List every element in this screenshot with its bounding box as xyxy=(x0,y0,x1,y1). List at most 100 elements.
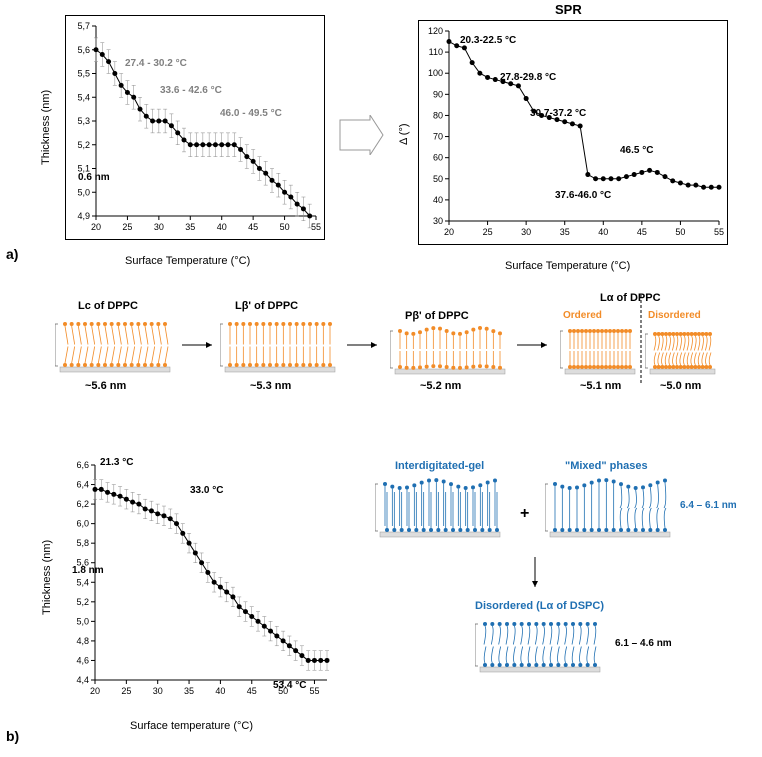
chart-a2-ann3: 30.7-37.2 °C xyxy=(530,108,586,119)
svg-text:50: 50 xyxy=(675,227,685,237)
svg-text:20: 20 xyxy=(91,222,101,232)
chart-a2: 202530354045505530405060708090100110120 xyxy=(418,20,728,245)
svg-text:55: 55 xyxy=(714,227,724,237)
disordered-range: 6.1 – 4.6 nm xyxy=(615,638,672,649)
svg-text:4,6: 4,6 xyxy=(76,655,89,665)
svg-text:25: 25 xyxy=(122,222,132,232)
disordered-dspc-label: Disordered (Lα of DSPC) xyxy=(475,600,604,612)
svg-text:60: 60 xyxy=(433,153,443,163)
panel-b-label: b) xyxy=(6,728,19,744)
down-arrow xyxy=(530,555,540,595)
chart-a1-ann2: 33.6 - 42.6 °C xyxy=(160,85,222,96)
mixed-svg xyxy=(545,478,675,538)
chart-a2-title: SPR xyxy=(555,2,582,17)
phase-lb-thickness: ~5.3 nm xyxy=(250,380,291,392)
svg-text:45: 45 xyxy=(248,222,258,232)
svg-text:25: 25 xyxy=(483,227,493,237)
svg-text:70: 70 xyxy=(433,132,443,142)
svg-text:50: 50 xyxy=(433,174,443,184)
svg-text:5,3: 5,3 xyxy=(77,116,90,126)
chart-b-ann2: 33.0 °C xyxy=(190,485,223,496)
mixed-range: 6.4 – 6.1 nm xyxy=(680,500,737,511)
svg-text:4,4: 4,4 xyxy=(76,675,89,685)
svg-text:5,2: 5,2 xyxy=(77,140,90,150)
phase-pb-svg xyxy=(390,325,510,375)
phase-lc-label: Lc of DPPC xyxy=(78,300,138,312)
chart-b-ylabel: Thickness (nm) xyxy=(41,540,53,615)
svg-text:35: 35 xyxy=(185,222,195,232)
svg-text:5,6: 5,6 xyxy=(77,45,90,55)
svg-text:6,0: 6,0 xyxy=(76,519,89,529)
interdigitated-svg xyxy=(375,478,505,538)
phase-la-label: Lα of DPPC xyxy=(600,292,661,304)
svg-text:5,0: 5,0 xyxy=(76,616,89,626)
svg-text:20: 20 xyxy=(90,686,100,696)
svg-text:5,0: 5,0 xyxy=(77,187,90,197)
phase-la-dis-thick: ~5.0 nm xyxy=(660,380,701,392)
interdigitated-label: Interdigitated-gel xyxy=(395,460,484,472)
svg-text:90: 90 xyxy=(433,89,443,99)
svg-text:30: 30 xyxy=(521,227,531,237)
svg-text:120: 120 xyxy=(428,26,443,36)
chart-a1-ann4: 0.6 nm xyxy=(78,172,110,183)
svg-text:30: 30 xyxy=(153,686,163,696)
chart-b-ann4: 1.8 nm xyxy=(72,565,104,576)
phase-lc-svg xyxy=(55,318,175,373)
svg-text:35: 35 xyxy=(560,227,570,237)
phase-lc-thickness: ~5.6 nm xyxy=(85,380,126,392)
phase-la-disordered-svg xyxy=(645,328,720,375)
svg-text:35: 35 xyxy=(184,686,194,696)
phase-pb-thickness: ~5.2 nm xyxy=(420,380,461,392)
svg-text:25: 25 xyxy=(121,686,131,696)
svg-text:5,2: 5,2 xyxy=(76,597,89,607)
ordered-label: Ordered xyxy=(563,310,602,321)
chart-a1-xlabel: Surface Temperature (°C) xyxy=(125,255,250,267)
phase-lb-svg xyxy=(220,318,340,373)
svg-text:4,8: 4,8 xyxy=(76,636,89,646)
svg-text:110: 110 xyxy=(429,47,443,57)
phase-pb-label: Pβ' of DPPC xyxy=(405,310,469,322)
svg-text:6,6: 6,6 xyxy=(76,460,89,470)
svg-text:5,7: 5,7 xyxy=(77,21,90,31)
arrow-2 xyxy=(345,340,385,350)
disordered-label: Disordered xyxy=(648,310,701,321)
svg-text:5,4: 5,4 xyxy=(77,92,90,102)
chart-b-ann3: 53.4 °C xyxy=(273,680,306,691)
svg-text:40: 40 xyxy=(215,686,225,696)
mixed-label: "Mixed" phases xyxy=(565,460,648,472)
chart-a2-ann2: 27.8-29.8 °C xyxy=(500,72,556,83)
phase-lb-label: Lβ' of DPPC xyxy=(235,300,298,312)
svg-text:55: 55 xyxy=(311,222,321,232)
svg-text:30: 30 xyxy=(154,222,164,232)
svg-text:80: 80 xyxy=(433,110,443,120)
svg-text:40: 40 xyxy=(598,227,608,237)
chart-a2-ann1: 20.3-22.5 °C xyxy=(460,35,516,46)
chart-a1-svg: 20253035404550554,95,05,15,25,35,45,55,6… xyxy=(66,16,326,241)
svg-text:5,8: 5,8 xyxy=(76,538,89,548)
svg-text:5,5: 5,5 xyxy=(77,69,90,79)
svg-text:6,2: 6,2 xyxy=(76,499,89,509)
svg-text:4,9: 4,9 xyxy=(77,211,90,221)
chart-a1-ylabel: Thickness (nm) xyxy=(40,90,52,165)
chart-a2-xlabel: Surface Temperature (°C) xyxy=(505,260,630,272)
svg-text:5,4: 5,4 xyxy=(76,577,89,587)
svg-text:55: 55 xyxy=(309,686,319,696)
dashed-divider xyxy=(640,295,642,385)
connecting-arrow xyxy=(335,115,385,155)
chart-a2-ann4: 46.5 °C xyxy=(620,145,653,156)
svg-text:100: 100 xyxy=(428,68,443,78)
svg-text:6,4: 6,4 xyxy=(76,480,89,490)
svg-text:45: 45 xyxy=(247,686,257,696)
chart-a1: 20253035404550554,95,05,15,25,35,45,55,6… xyxy=(65,15,325,240)
chart-b-xlabel: Surface temperature (°C) xyxy=(130,720,253,732)
plus-icon: + xyxy=(520,505,529,523)
svg-text:20: 20 xyxy=(444,227,454,237)
panel-a-label: a) xyxy=(6,246,18,262)
svg-text:40: 40 xyxy=(217,222,227,232)
chart-a2-ylabel: Δ (°) xyxy=(398,123,410,145)
svg-text:40: 40 xyxy=(433,195,443,205)
chart-a2-svg: 202530354045505530405060708090100110120 xyxy=(419,21,729,246)
chart-a1-ann3: 46.0 - 49.5 °C xyxy=(220,108,282,119)
chart-a2-ann5: 37.6-46.0 °C xyxy=(555,190,611,201)
phase-la-ordered-svg xyxy=(560,325,640,375)
